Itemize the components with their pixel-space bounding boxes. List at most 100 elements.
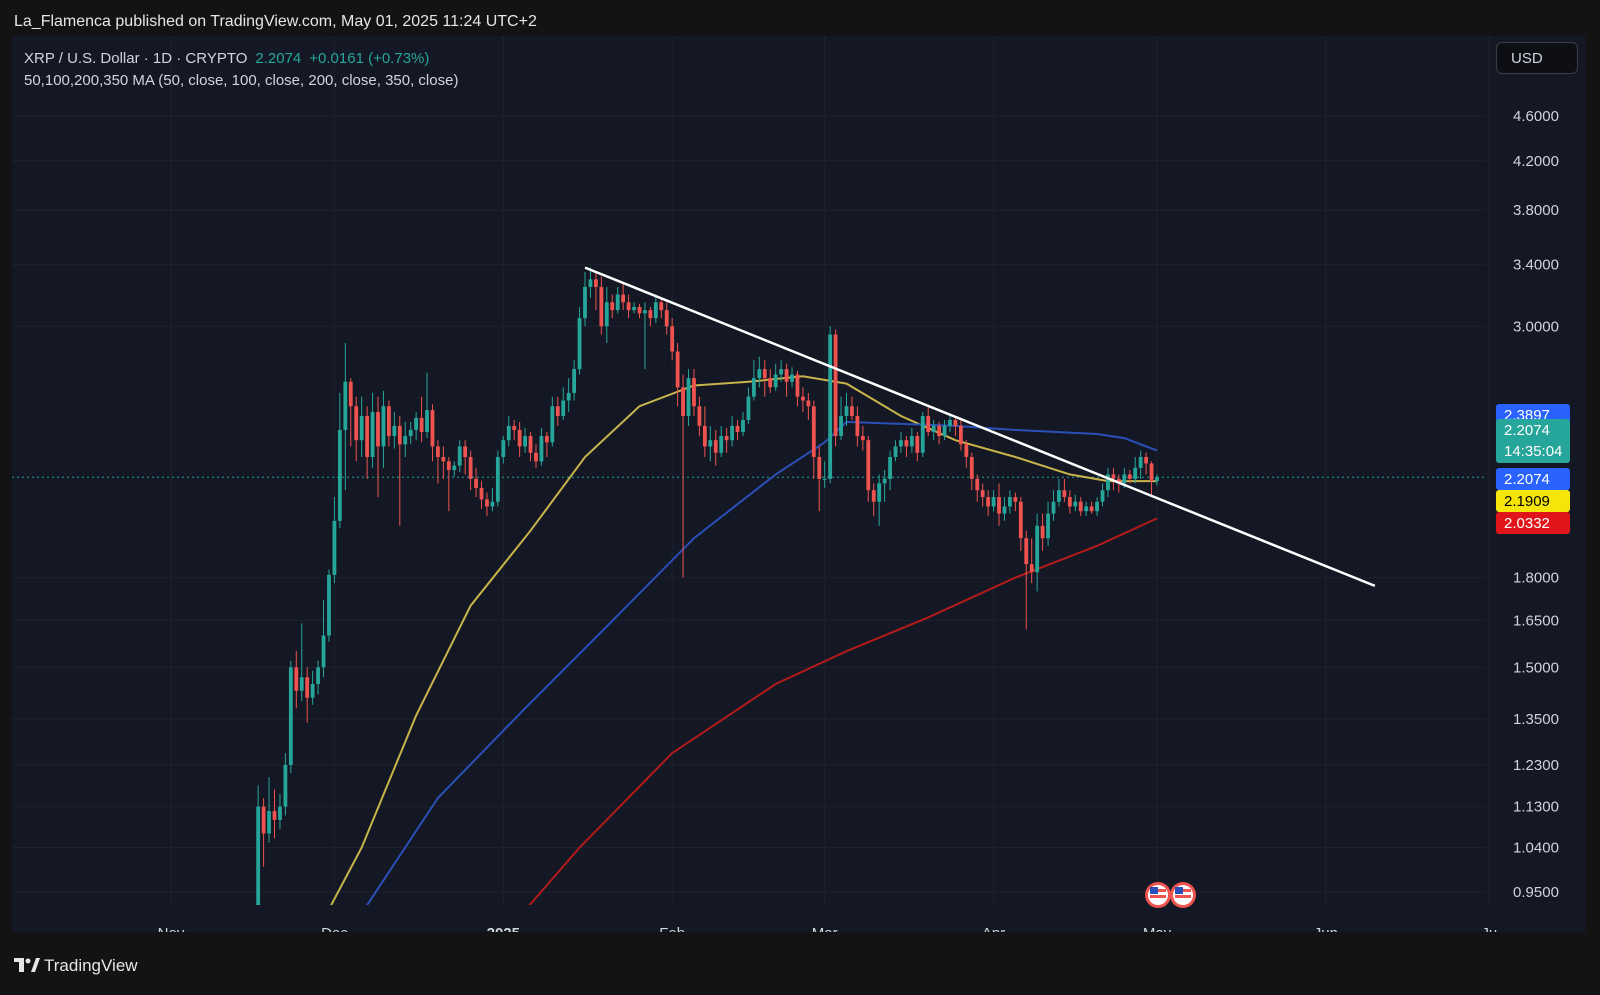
candle (604, 286, 609, 343)
tradingview-logo-icon (14, 958, 40, 972)
candle (1008, 490, 1012, 514)
candle-body (436, 446, 440, 458)
candle (850, 396, 854, 420)
y-tick-label: 1.5000 (1513, 659, 1559, 676)
candle (463, 440, 468, 475)
candle-body (1095, 501, 1099, 512)
candle (283, 753, 288, 816)
candle (811, 400, 816, 479)
y-tick-label: 4.2000 (1513, 153, 1559, 170)
candle-body (1100, 490, 1105, 502)
candle (795, 370, 800, 407)
event-markers (1145, 882, 1196, 908)
candle-body (544, 436, 549, 443)
candle-body (446, 461, 451, 471)
candle-body (801, 396, 805, 401)
candle-body (278, 806, 282, 820)
candle-body (806, 400, 811, 407)
candle (751, 360, 756, 401)
candle-body (648, 310, 653, 319)
candle-body (643, 310, 647, 314)
candle (528, 431, 533, 462)
candle (860, 425, 865, 451)
currency-button[interactable]: USD (1496, 42, 1578, 74)
candle (381, 391, 386, 468)
candle (468, 450, 473, 491)
candle-body (724, 436, 729, 441)
candle (1078, 497, 1083, 517)
candle-body (1062, 490, 1067, 498)
candle-body (637, 306, 642, 314)
candle (937, 421, 942, 445)
y-tick-label: 1.2300 (1513, 757, 1559, 774)
candle (735, 419, 740, 441)
candle-body (817, 457, 822, 479)
candle (839, 396, 843, 441)
candle (801, 387, 805, 413)
candle-body (386, 406, 391, 437)
candle (256, 785, 261, 905)
price-badge: 2.2074 14:35:04 (1496, 419, 1570, 463)
candle-body (909, 436, 914, 447)
candle-body (359, 415, 364, 441)
candle (1073, 494, 1078, 512)
candle (386, 400, 391, 447)
candle-body (294, 667, 299, 691)
candle-body (397, 425, 402, 445)
price-change: +0.0161 (+0.73%) (309, 50, 430, 67)
price-badge-bg (1496, 468, 1570, 490)
trendline-layer (584, 266, 1376, 588)
candle (550, 396, 555, 447)
candle-body (1144, 457, 1149, 464)
ma-50-line (330, 375, 1157, 905)
price-badge: 2.2074 (1496, 468, 1570, 490)
candle (708, 425, 713, 462)
candle (899, 431, 903, 453)
candle-body (495, 457, 500, 502)
candle-body (670, 326, 675, 352)
symbol-legend[interactable]: XRP / U.S. Dollar · 1D · CRYPTO 2.2074 +0.… (24, 50, 429, 67)
candle (583, 271, 587, 327)
candle-body (675, 351, 680, 388)
candles (256, 267, 1159, 905)
candle (1133, 457, 1138, 484)
candle-body (1073, 501, 1078, 507)
candle (877, 474, 882, 526)
candle (414, 412, 419, 441)
candle-body (1018, 501, 1023, 539)
us-flag-event-icon[interactable] (1170, 882, 1196, 908)
candle-body (1089, 506, 1094, 512)
candle (713, 429, 718, 466)
candle-body (452, 465, 457, 471)
candle (686, 369, 691, 426)
candle (768, 369, 773, 393)
candle-body (1002, 506, 1007, 514)
candle-body (572, 369, 577, 393)
candle (490, 487, 495, 512)
candle (474, 467, 478, 498)
candle-body (332, 520, 337, 575)
candle (741, 412, 745, 437)
candle-body (899, 440, 903, 447)
price-badge-text: 2.0332 (1504, 515, 1550, 532)
candle (430, 404, 435, 462)
candle-body (425, 410, 429, 432)
candle-body (604, 302, 609, 327)
candle-body (501, 440, 506, 458)
candle (365, 406, 370, 479)
candle-body (931, 425, 936, 432)
candle-body (828, 334, 833, 479)
us-flag-event-icon[interactable] (1145, 882, 1171, 908)
candle-body (337, 429, 342, 521)
candle (1035, 513, 1040, 592)
ma-legend[interactable]: 50,100,200,350 MA (50, close, 100, close… (24, 72, 458, 89)
y-tick-label: 1.1300 (1513, 799, 1559, 816)
candle (354, 396, 359, 462)
candle (441, 446, 446, 479)
symbol-name: XRP / U.S. Dollar · 1D · CRYPTO (24, 50, 248, 67)
ma-200-line (528, 517, 1158, 905)
candle-body (463, 446, 468, 458)
candle (561, 387, 566, 420)
